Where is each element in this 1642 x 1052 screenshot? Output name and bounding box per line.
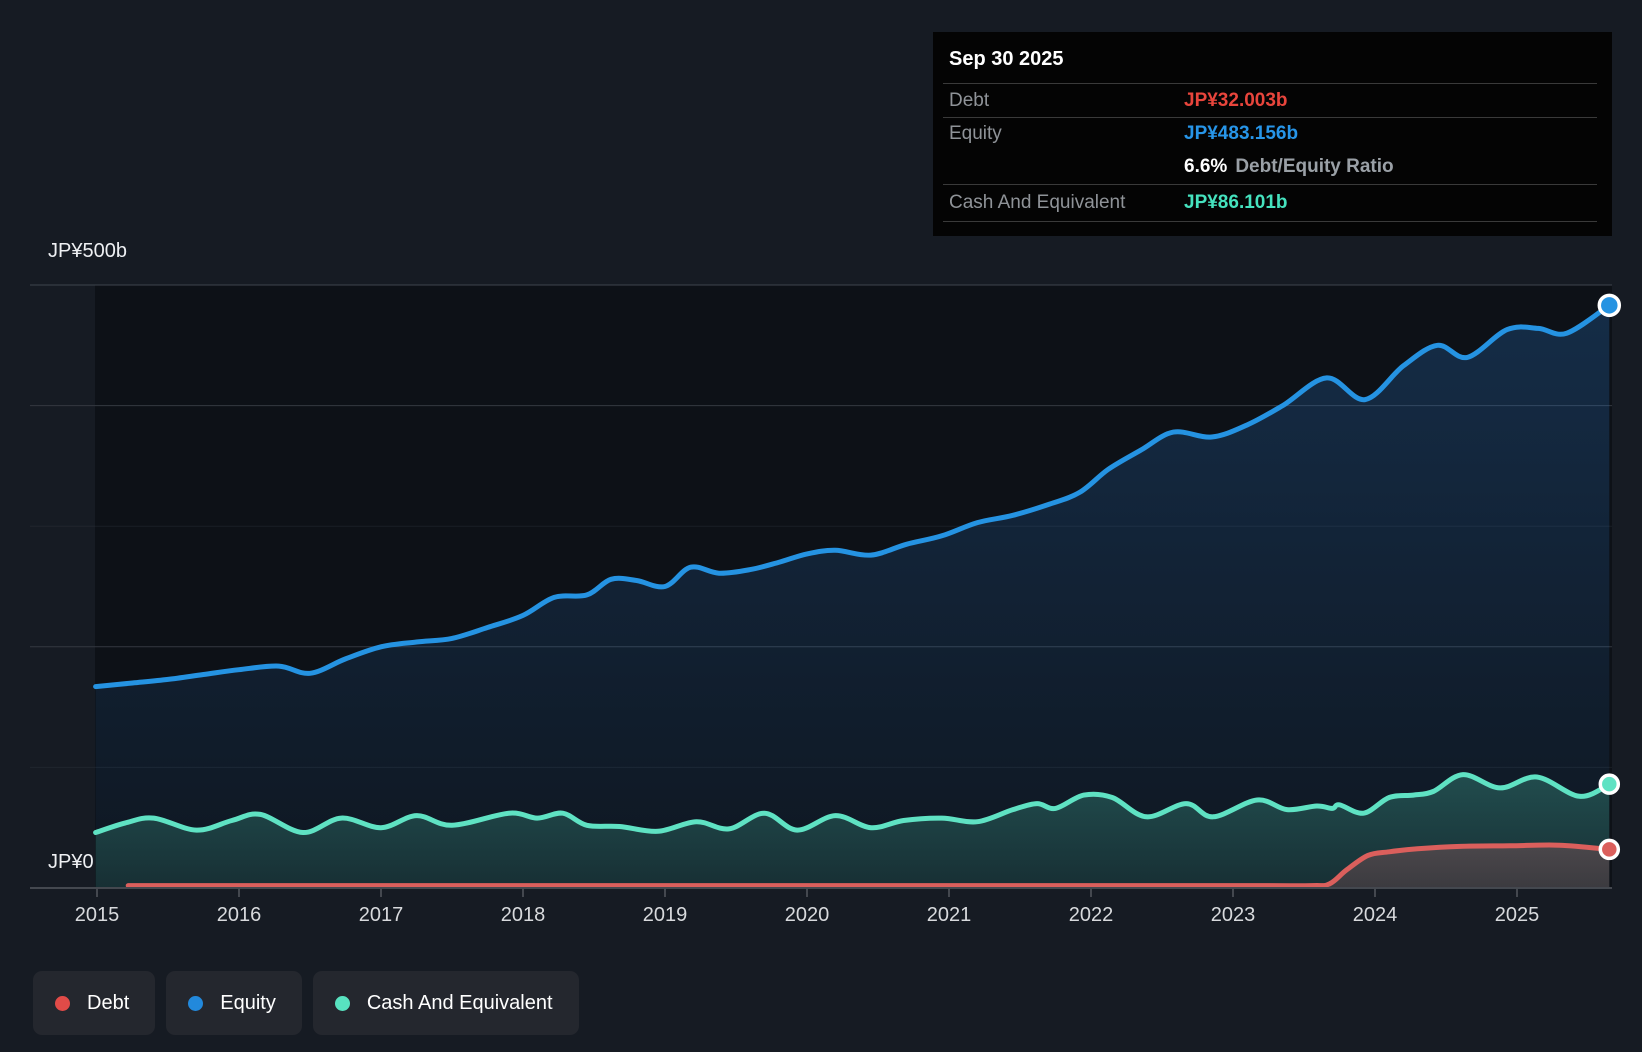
tooltip-row-cash: Cash And Equivalent JP¥86.101b xyxy=(933,185,1612,221)
y-axis-label-0: JP¥0 xyxy=(48,851,94,873)
y-axis-label-500b: JP¥500b xyxy=(48,240,127,262)
legend-cash-label: Cash And Equivalent xyxy=(366,991,553,1014)
equity-endpoint-marker xyxy=(1597,293,1622,318)
tooltip-row-ratio: 6.6% Debt/Equity Ratio xyxy=(933,150,1612,184)
tooltip-cash-value: JP¥86.101b xyxy=(1184,192,1288,213)
chart-legend: Debt Equity Cash And Equivalent xyxy=(33,971,579,1035)
legend-item-equity[interactable]: Equity xyxy=(166,971,302,1035)
tooltip-divider xyxy=(943,221,1597,222)
cash-endpoint-marker xyxy=(1598,773,1621,795)
x-tick-label-2018: 2018 xyxy=(501,904,546,926)
tooltip-equity-label: Equity xyxy=(949,123,1002,144)
cash-area xyxy=(95,774,1610,888)
debt-area xyxy=(128,845,1610,888)
tooltip-cash-label: Cash And Equivalent xyxy=(949,192,1126,213)
tooltip-divider xyxy=(943,117,1597,118)
x-tick-label-2017: 2017 xyxy=(359,904,404,926)
cash-dot-icon xyxy=(334,995,350,1011)
x-tick-label-2019: 2019 xyxy=(643,904,688,926)
equity-dot-icon xyxy=(188,995,204,1011)
debt-endpoint-marker xyxy=(1598,838,1621,861)
x-tick-label-2015: 2015 xyxy=(75,904,120,926)
legend-equity-label: Equity xyxy=(220,991,276,1014)
legend-item-cash[interactable]: Cash And Equivalent xyxy=(312,971,579,1035)
debt-equity-ratio-label: Debt/Equity Ratio xyxy=(1235,156,1394,177)
debt-dot-icon xyxy=(55,995,70,1011)
tooltip-debt-label: Debt xyxy=(949,89,990,111)
debt-equity-ratio-value: 6.6% xyxy=(1184,156,1228,177)
x-tick-label-2016: 2016 xyxy=(217,904,262,926)
x-tick-label-2022: 2022 xyxy=(1069,904,1114,926)
tooltip-row-equity: Equity JP¥483.156b xyxy=(933,118,1612,150)
x-tick-label-2024: 2024 xyxy=(1353,904,1398,926)
x-tick-label-2021: 2021 xyxy=(927,904,972,926)
equity-line xyxy=(93,302,1612,690)
equity-area xyxy=(95,305,1610,888)
cash-line xyxy=(93,772,1612,835)
chart-tooltip: Sep 30 2025 Debt JP¥32.003b Equity JP¥48… xyxy=(933,32,1612,236)
tooltip-divider xyxy=(943,184,1597,185)
legend-debt-label: Debt xyxy=(87,991,130,1014)
x-tick-label-2023: 2023 xyxy=(1211,904,1256,926)
tooltip-equity-value: JP¥483.156b xyxy=(1184,123,1299,144)
tooltip-divider xyxy=(943,83,1597,84)
tooltip-row-debt: Debt JP¥32.003b xyxy=(933,84,1612,117)
legend-item-debt[interactable]: Debt xyxy=(33,971,156,1035)
x-tick-label-2025: 2025 xyxy=(1495,904,1540,926)
tooltip-debt-value: JP¥32.003b xyxy=(1184,89,1288,111)
tooltip-date: Sep 30 2025 xyxy=(949,48,1064,70)
tooltip-ratio: 6.6% Debt/Equity Ratio xyxy=(1184,156,1394,178)
x-tick-label-2020: 2020 xyxy=(785,904,830,926)
debt-line xyxy=(125,842,1612,889)
